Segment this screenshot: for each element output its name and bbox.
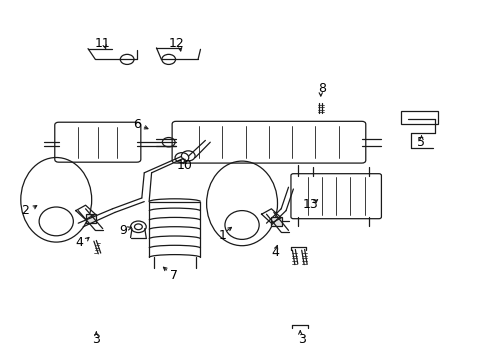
Bar [400, 111, 437, 124]
Text: 7: 7 [169, 269, 177, 282]
Text: 3: 3 [92, 333, 100, 346]
Text: 12: 12 [169, 37, 184, 50]
Text: 6: 6 [133, 118, 141, 131]
Text: 13: 13 [302, 198, 318, 211]
Text: 10: 10 [177, 159, 192, 172]
Text: 1: 1 [218, 229, 226, 242]
Text: 8: 8 [317, 82, 325, 95]
Text: 9: 9 [119, 224, 127, 237]
Text: 11: 11 [95, 37, 110, 50]
Text: 4: 4 [75, 237, 83, 249]
Text: 3: 3 [297, 333, 305, 346]
Text: 5: 5 [416, 136, 424, 149]
FancyBboxPatch shape [271, 217, 282, 226]
FancyBboxPatch shape [85, 214, 96, 223]
Text: 2: 2 [21, 204, 29, 217]
Text: 4: 4 [270, 246, 278, 258]
